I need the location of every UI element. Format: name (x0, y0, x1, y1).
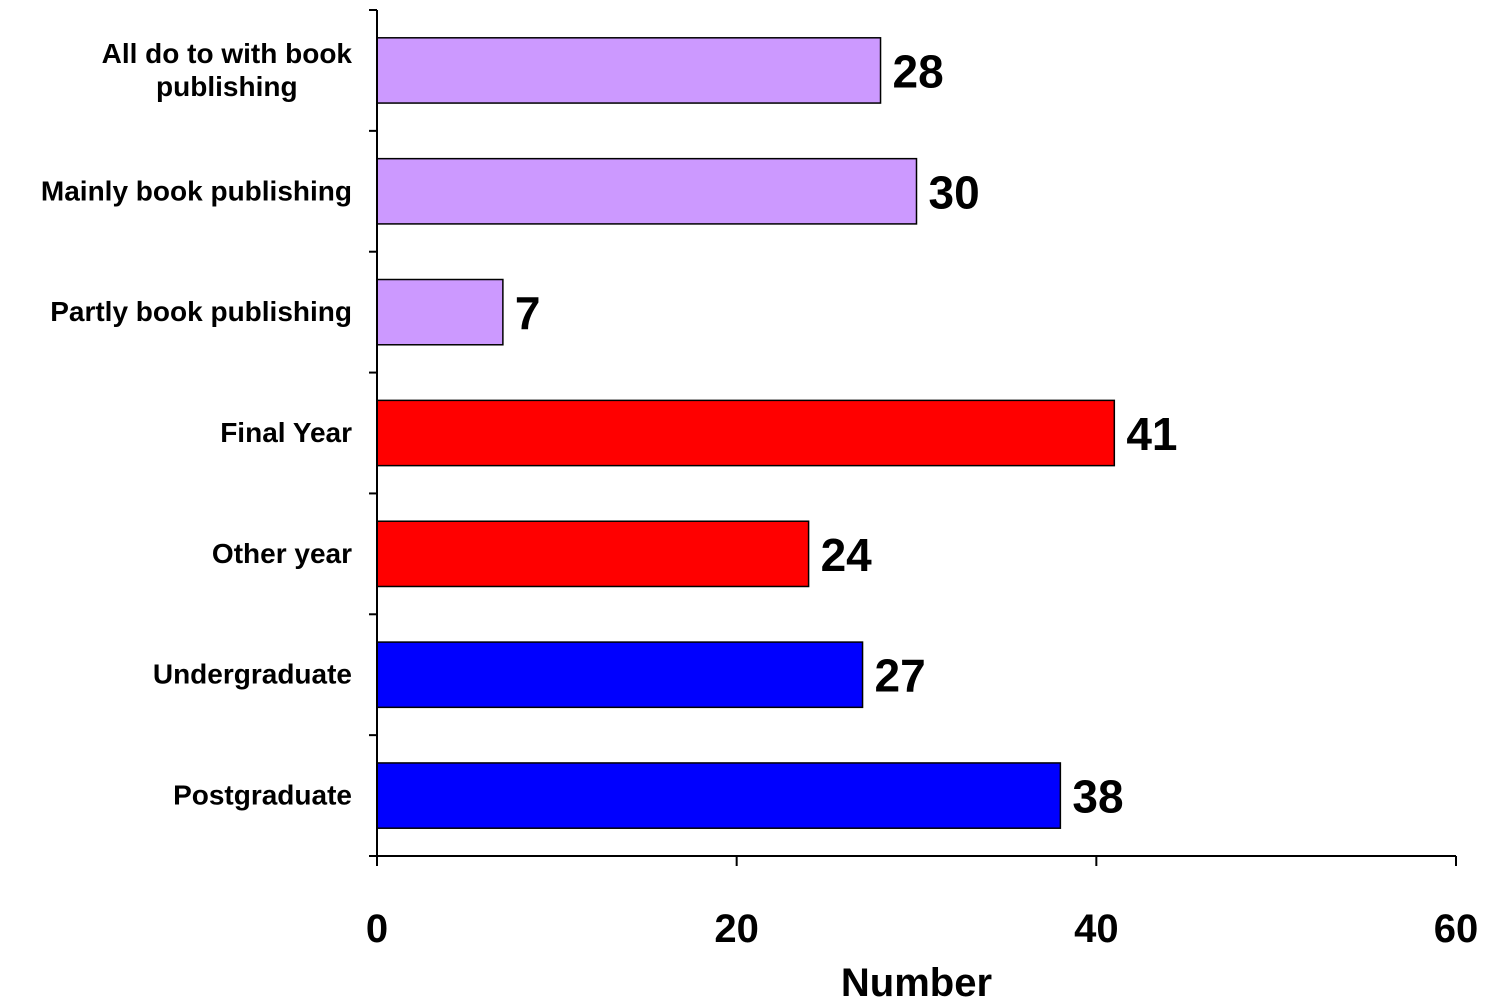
x-tick-label: 60 (1434, 907, 1479, 951)
bar (376, 278, 504, 346)
category-label: Final Year (220, 417, 352, 448)
data-label: 38 (1072, 771, 1123, 823)
bar (376, 641, 864, 709)
bar (376, 37, 882, 104)
category-label: Mainly book publishing (41, 175, 352, 206)
x-tick-label: 20 (714, 907, 759, 951)
data-label: 28 (893, 45, 944, 97)
data-labels-group: 28 30 7 41 24 27 38 (515, 45, 1178, 822)
category-label: publishing (156, 71, 298, 102)
ticks-group: 0 20 40 60 (366, 9, 1479, 951)
bar (376, 157, 918, 225)
data-label: 41 (1126, 408, 1177, 460)
data-label: 27 (875, 650, 926, 702)
bar (376, 762, 1062, 829)
data-label: 30 (929, 166, 980, 218)
bar (376, 399, 1116, 467)
axes-group (376, 10, 1456, 857)
category-label: All do to with book (102, 38, 353, 69)
data-label: 24 (821, 529, 873, 581)
bars-group (376, 37, 1116, 829)
category-label: Other year (212, 538, 352, 569)
category-label: Partly book publishing (50, 296, 352, 327)
category-label: Postgraduate (173, 780, 352, 811)
data-label: 7 (515, 287, 541, 339)
bar (376, 520, 810, 588)
x-tick-label: 0 (366, 907, 388, 951)
category-label: Undergraduate (153, 659, 352, 690)
x-axis-title: Number (841, 961, 992, 1003)
x-tick-label: 40 (1074, 907, 1119, 951)
